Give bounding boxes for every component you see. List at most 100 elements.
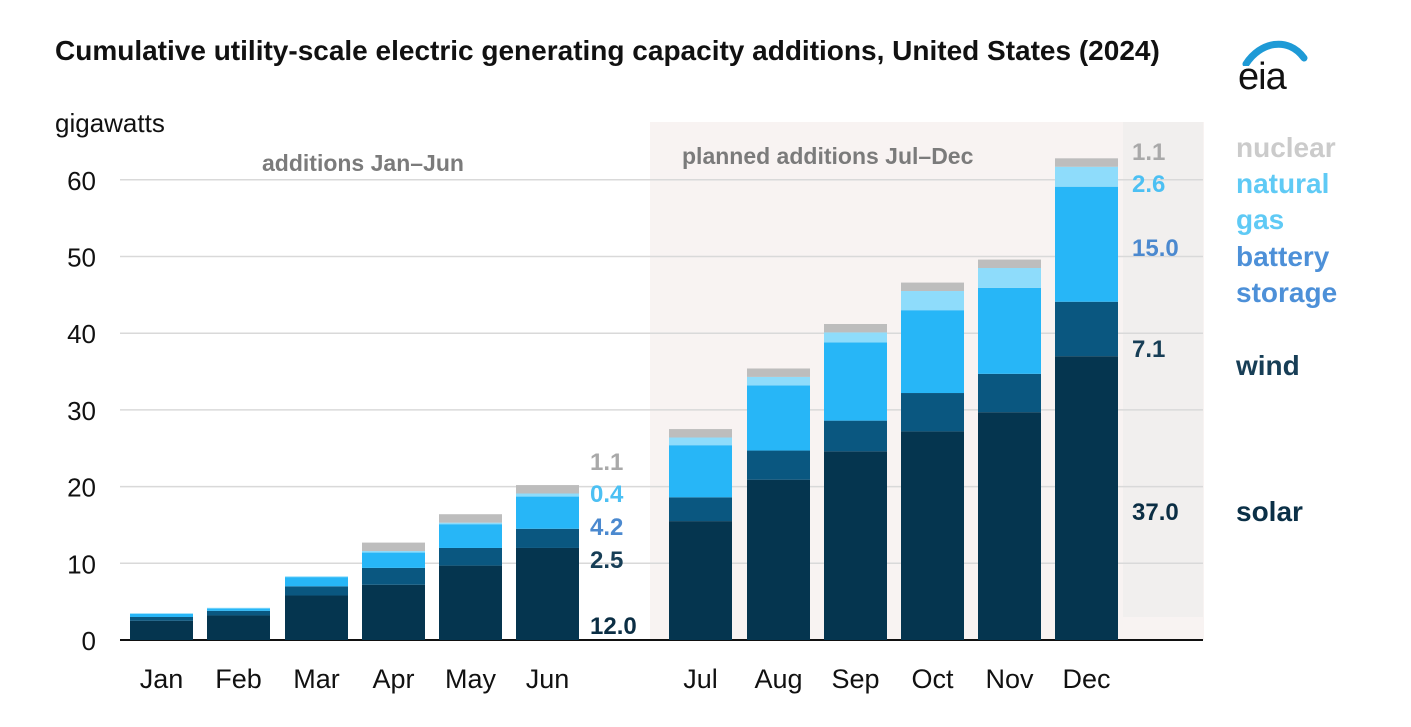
bar-segment-nuclear-sep (824, 323, 887, 333)
data-label-jun-solar: 12.0 (590, 613, 637, 640)
dec-label-panel (1123, 122, 1203, 617)
bar-segment-battery-oct (901, 310, 964, 394)
region-label-actual: additions Jan–Jun (262, 150, 464, 176)
legend-nuclear: nuclear (1236, 130, 1336, 166)
y-axis-unit: gigawatts (55, 108, 165, 138)
bar-segment-nuclear-jun (516, 485, 579, 494)
eia-logo-swoosh-icon (1242, 40, 1308, 66)
bar-segment-nuclear-aug (747, 368, 810, 377)
bar-segment-nuclear-oct (901, 282, 964, 292)
bar-segment-wind-oct (901, 393, 964, 432)
bar-segment-battery-jun (516, 496, 579, 529)
bar-segment-solar-aug (747, 479, 810, 640)
bar-segment-nuclear-dec (1055, 158, 1118, 167)
legend-label-solar: solar (1236, 496, 1303, 527)
bar-segment-gas-jun (516, 493, 579, 497)
bar-segment-gas-sep (824, 332, 887, 343)
data-label-jun-nuclear: 1.1 (590, 449, 623, 476)
data-label-jun-wind: 2.5 (590, 547, 623, 574)
eia-logo: eia (1238, 36, 1310, 100)
bar-segment-wind-sep (824, 420, 887, 452)
bar-segment-solar-feb (207, 615, 270, 640)
legend-label-battery-storage: battery storage (1236, 241, 1338, 308)
bar-segment-wind-mar (285, 586, 348, 596)
legend-solar: solar (1236, 494, 1303, 530)
bar-segment-solar-sep (824, 451, 887, 640)
bar-segment-nuclear-apr (362, 542, 425, 552)
bar-segment-gas-apr (362, 551, 425, 553)
bar-segment-gas-mar (285, 576, 348, 578)
y-tick-label: 30 (67, 396, 96, 426)
bar-segment-gas-oct (901, 291, 964, 311)
data-label-jun-gas: 0.4 (590, 481, 624, 508)
bar-segment-gas-dec (1055, 166, 1118, 187)
legend-label-nuclear: nuclear (1236, 132, 1336, 163)
bar-segment-solar-oct (901, 431, 964, 640)
bar-segment-battery-mar (285, 577, 348, 587)
legend-label-wind: wind (1236, 350, 1300, 381)
data-label-dec-wind: 7.1 (1132, 336, 1165, 363)
x-tick-label: Mar (293, 664, 340, 694)
x-tick-label: May (445, 664, 497, 694)
bar-segment-battery-feb (207, 608, 270, 611)
x-tick-label: Oct (911, 664, 954, 694)
bar-segment-solar-jul (669, 521, 732, 640)
bar-segment-battery-sep (824, 342, 887, 421)
bar-segment-nuclear-may (439, 514, 502, 523)
bar-segment-battery-nov (978, 287, 1041, 374)
bar-segment-solar-apr (362, 584, 425, 640)
legend-label-natural-gas: natural gas (1236, 168, 1330, 235)
data-label-dec-solar: 37.0 (1132, 499, 1179, 526)
x-tick-label: Jun (526, 664, 570, 694)
x-tick-label: Jul (683, 664, 718, 694)
bar-segment-wind-may (439, 547, 502, 566)
x-tick-label: Aug (754, 664, 802, 694)
eia-logo-text: eia (1238, 56, 1287, 98)
bar-segment-battery-dec (1055, 186, 1118, 302)
bar-segment-gas-may (439, 522, 502, 525)
legend-wind: wind (1236, 348, 1300, 384)
bar-segment-wind-nov (978, 373, 1041, 413)
bar-segment-solar-mar (285, 595, 348, 640)
data-label-dec-battery: 15.0 (1132, 235, 1179, 262)
x-tick-label: Apr (372, 664, 414, 694)
bar-segment-wind-jun (516, 528, 579, 548)
bar-segment-battery-apr (362, 552, 425, 568)
bar-segment-solar-may (439, 565, 502, 640)
y-tick-label: 20 (67, 473, 96, 503)
data-label-dec-gas: 2.6 (1132, 171, 1165, 198)
legend-natural-gas: natural gas (1236, 166, 1376, 238)
bar-segment-solar-nov (978, 412, 1041, 640)
bar-segment-gas-jan (130, 613, 193, 614)
bar-segment-gas-jul (669, 437, 732, 446)
bar-segment-wind-dec (1055, 301, 1118, 357)
bar-segment-gas-nov (978, 268, 1041, 288)
bar-segment-battery-may (439, 524, 502, 548)
y-tick-label: 40 (67, 319, 96, 349)
chart-title: Cumulative utility-scale electric genera… (55, 35, 1160, 66)
bar-segment-wind-feb (207, 610, 270, 616)
bar-segment-wind-jul (669, 497, 732, 522)
region-label-planned: planned additions Jul–Dec (682, 143, 974, 169)
x-tick-label: Sep (831, 664, 879, 694)
legend-battery-storage: battery storage (1236, 239, 1376, 311)
x-tick-label: Nov (985, 664, 1034, 694)
x-tick-label: Feb (215, 664, 262, 694)
bar-segment-wind-apr (362, 567, 425, 585)
bar-segment-gas-feb (207, 607, 270, 609)
bar-segment-wind-aug (747, 450, 810, 480)
bar-segment-nuclear-nov (978, 259, 1041, 269)
bar-segment-wind-jan (130, 616, 193, 621)
y-tick-label: 0 (82, 626, 96, 656)
bar-segment-battery-jul (669, 445, 732, 498)
bar-segment-gas-aug (747, 376, 810, 386)
x-tick-label: Dec (1062, 664, 1110, 694)
x-tick-label: Jan (140, 664, 184, 694)
bar-segment-battery-jan (130, 613, 193, 617)
y-tick-label: 60 (67, 166, 96, 196)
y-tick-label: 50 (67, 243, 96, 273)
y-tick-label: 10 (67, 549, 96, 579)
bar-segment-solar-jan (130, 620, 193, 640)
bar-segment-nuclear-jul (669, 429, 732, 438)
bar-segment-solar-jun (516, 547, 579, 640)
